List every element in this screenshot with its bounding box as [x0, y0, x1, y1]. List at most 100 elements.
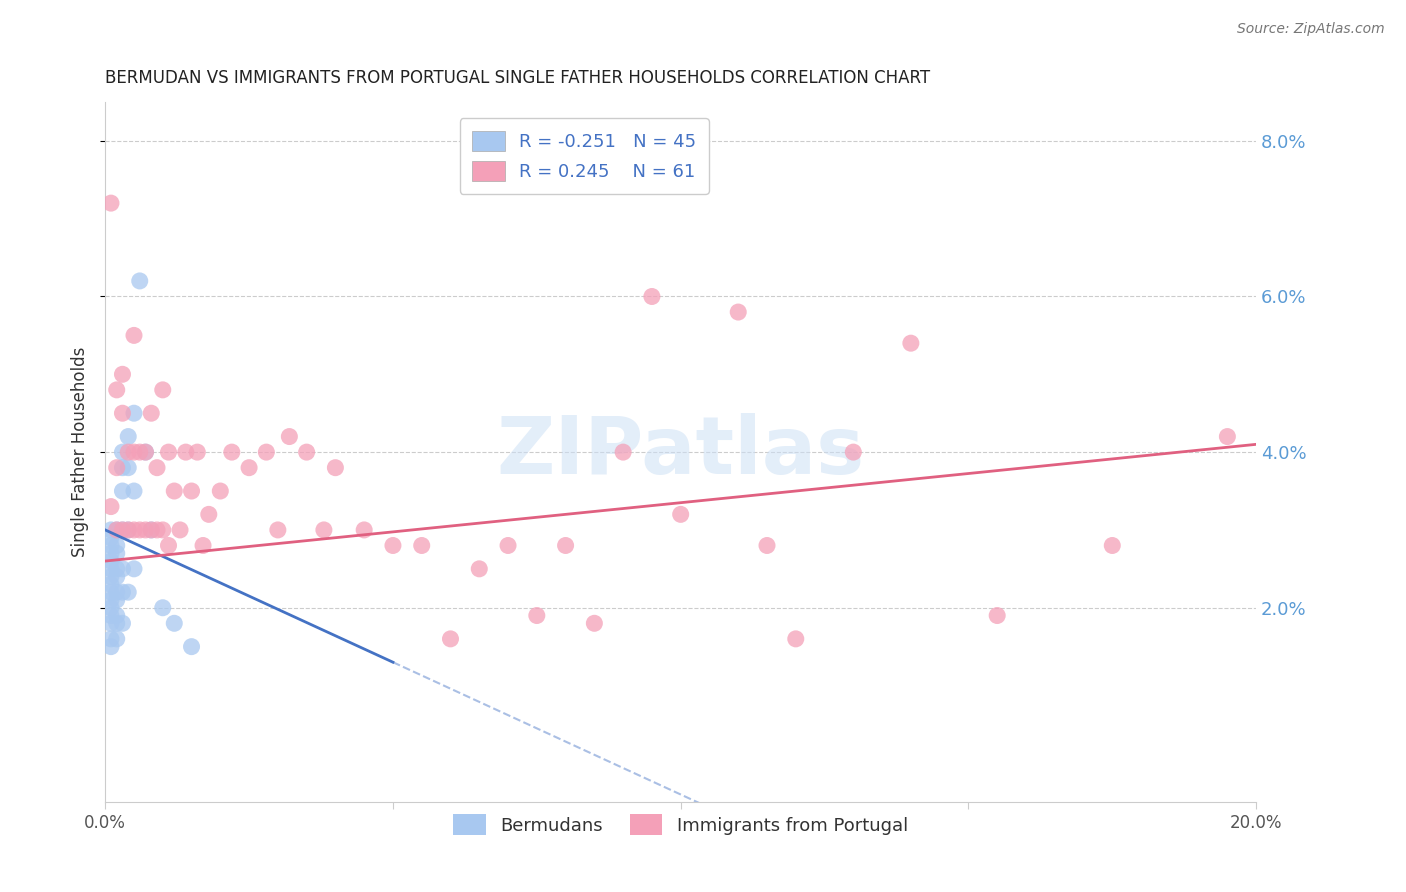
Point [174, 445, 197, 459]
Legend: Bermudans, Immigrants from Portugal: Bermudans, Immigrants from Portugal [446, 807, 915, 842]
Point [278, 429, 301, 443]
Point [128, 523, 150, 537]
Point [111, 523, 134, 537]
Point [122, 445, 145, 459]
Point [105, 593, 128, 607]
Point [1101, 539, 1123, 553]
Point [122, 406, 145, 420]
Point [439, 632, 461, 646]
Point [105, 608, 128, 623]
Point [496, 539, 519, 553]
Point [612, 445, 634, 459]
Point [146, 460, 169, 475]
Text: ZIPatlas: ZIPatlas [496, 413, 865, 491]
Point [152, 383, 174, 397]
Point [105, 616, 128, 631]
Point [122, 523, 145, 537]
Point [325, 460, 347, 475]
Point [583, 616, 606, 631]
Text: BERMUDAN VS IMMIGRANTS FROM PORTUGAL SINGLE FATHER HOUSEHOLDS CORRELATION CHART: BERMUDAN VS IMMIGRANTS FROM PORTUGAL SIN… [105, 69, 931, 87]
Point [100, 616, 122, 631]
Point [756, 539, 779, 553]
Point [353, 523, 375, 537]
Point [986, 608, 1008, 623]
Point [117, 445, 139, 459]
Point [163, 616, 186, 631]
Point [141, 523, 163, 537]
Point [669, 508, 692, 522]
Point [312, 523, 335, 537]
Point [100, 523, 122, 537]
Point [105, 562, 128, 576]
Point [100, 585, 122, 599]
Point [100, 196, 122, 211]
Point [122, 562, 145, 576]
Point [100, 632, 122, 646]
Point [105, 383, 128, 397]
Point [163, 483, 186, 498]
Point [105, 523, 128, 537]
Point [152, 523, 174, 537]
Point [381, 539, 404, 553]
Point [122, 328, 145, 343]
Point [100, 577, 122, 591]
Point [100, 593, 122, 607]
Point [105, 539, 128, 553]
Point [157, 445, 180, 459]
Point [146, 523, 169, 537]
Point [105, 632, 128, 646]
Point [105, 523, 128, 537]
Point [186, 445, 208, 459]
Point [900, 336, 922, 351]
Point [105, 569, 128, 583]
Point [191, 539, 214, 553]
Point [468, 562, 491, 576]
Point [180, 483, 202, 498]
Point [100, 562, 122, 576]
Point [111, 585, 134, 599]
Point [100, 608, 122, 623]
Point [295, 445, 318, 459]
Text: Source: ZipAtlas.com: Source: ZipAtlas.com [1237, 22, 1385, 37]
Point [111, 523, 134, 537]
Point [141, 523, 163, 537]
Point [169, 523, 191, 537]
Point [100, 569, 122, 583]
Point [134, 523, 156, 537]
Y-axis label: Single Father Households: Single Father Households [72, 347, 89, 558]
Point [111, 483, 134, 498]
Point [100, 546, 122, 560]
Point [122, 483, 145, 498]
Point [238, 460, 260, 475]
Point [105, 460, 128, 475]
Point [111, 562, 134, 576]
Point [100, 500, 122, 514]
Point [141, 406, 163, 420]
Point [221, 445, 243, 459]
Point [152, 600, 174, 615]
Point [105, 546, 128, 560]
Point [117, 523, 139, 537]
Point [100, 600, 122, 615]
Point [100, 640, 122, 654]
Point [785, 632, 807, 646]
Point [117, 460, 139, 475]
Point [117, 429, 139, 443]
Point [100, 531, 122, 545]
Point [157, 539, 180, 553]
Point [1216, 429, 1239, 443]
Point [100, 554, 122, 568]
Point [254, 445, 277, 459]
Point [180, 640, 202, 654]
Point [111, 460, 134, 475]
Point [117, 585, 139, 599]
Point [134, 445, 156, 459]
Point [209, 483, 232, 498]
Point [411, 539, 433, 553]
Point [134, 445, 156, 459]
Point [111, 368, 134, 382]
Point [111, 406, 134, 420]
Point [111, 445, 134, 459]
Point [128, 274, 150, 288]
Point [267, 523, 290, 537]
